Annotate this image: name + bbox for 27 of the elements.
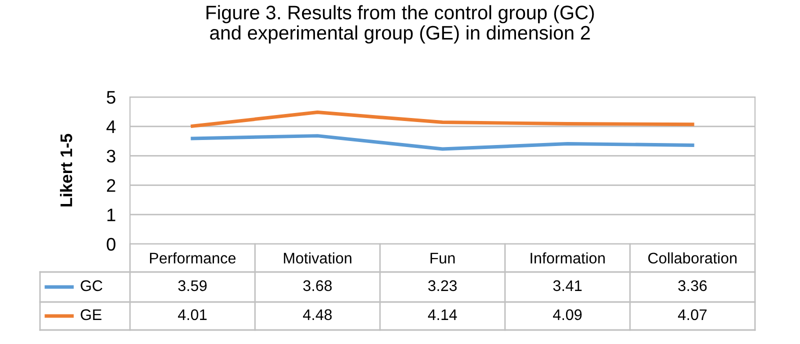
line-series xyxy=(190,134,694,151)
x-tick-label: Information xyxy=(530,252,605,264)
x-tick-label: Collaboration xyxy=(648,252,737,264)
chart-title: Figure 3. Results from the control group (GC) and experimental group (GE) in dimension 2 xyxy=(206,5,594,44)
x-tick-label: Motivation xyxy=(284,252,352,264)
data-label: 4.09 xyxy=(552,309,582,320)
y-tick-label: 5 xyxy=(106,91,116,104)
y-tick-label: 0 xyxy=(106,238,116,251)
legend-label: GC xyxy=(80,280,102,292)
data-label: 4.07 xyxy=(678,309,707,320)
data-label: 4.48 xyxy=(302,309,332,320)
data-label: 3.41 xyxy=(553,280,582,292)
data-label: 3.23 xyxy=(428,280,457,292)
y-axis-title: Likert 1-5 xyxy=(60,134,72,206)
y-tick-label: 4 xyxy=(106,120,116,133)
data-label: 4.14 xyxy=(428,309,457,320)
y-tick-label: 2 xyxy=(106,179,116,192)
data-label: 3.68 xyxy=(303,280,332,292)
data-label: 4.01 xyxy=(178,309,207,320)
x-tick-label: Fun xyxy=(430,252,455,264)
y-tick-label: 1 xyxy=(107,208,116,222)
x-tick-label: Performance xyxy=(150,252,236,264)
legend-label: GE xyxy=(80,309,102,320)
data-label: 3.59 xyxy=(178,280,207,292)
y-tick-label: 3 xyxy=(106,150,116,163)
data-label: 3.36 xyxy=(678,280,707,292)
line-series xyxy=(190,110,694,128)
